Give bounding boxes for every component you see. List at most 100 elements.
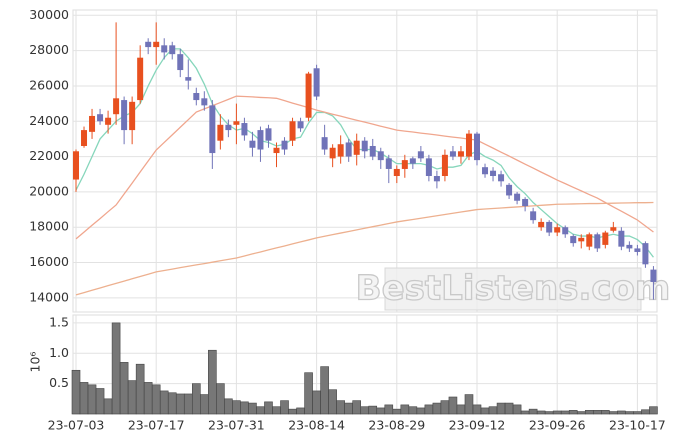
volume-bar <box>175 393 185 415</box>
volume-bar <box>376 407 386 415</box>
candle-body <box>377 151 384 161</box>
candle-body <box>217 124 224 141</box>
y-tick-label: 20000 <box>29 183 69 198</box>
volume-bar <box>552 410 562 415</box>
candle-body <box>594 234 601 249</box>
volume-bar <box>232 400 241 415</box>
candle-body <box>329 147 336 159</box>
volume-bar <box>208 349 217 415</box>
candle-body <box>249 140 256 148</box>
y-tick-label: 18000 <box>29 219 69 234</box>
candle-body <box>441 154 448 177</box>
candle-body <box>474 133 480 161</box>
candle-body <box>193 93 200 101</box>
candle-body <box>578 237 585 242</box>
candle-body <box>570 236 577 244</box>
volume-bar <box>264 401 273 415</box>
y-tick-label: 1.0 <box>49 345 69 360</box>
x-tick-label: 23-07-03 <box>48 418 105 433</box>
volume-bar <box>424 404 434 415</box>
y-tick-label: 0.5 <box>49 375 69 390</box>
candle-body <box>482 167 489 175</box>
candle-body <box>562 227 569 235</box>
x-tick-label: 23-08-29 <box>368 418 425 433</box>
candle-body <box>642 243 649 265</box>
x-tick-label: 23-10-17 <box>609 418 666 433</box>
volume-bar <box>576 411 586 415</box>
y-tick-label: 1.5 <box>49 314 69 329</box>
candle-body <box>113 98 120 115</box>
candle-body <box>401 160 408 169</box>
volume-bar <box>296 407 305 415</box>
candle-body <box>89 115 96 132</box>
volume-bar <box>504 402 514 415</box>
volume-bar <box>344 402 353 415</box>
candle-body <box>97 114 104 122</box>
candle-body <box>602 232 609 245</box>
y-tick-label: 26000 <box>29 77 69 92</box>
candle-body <box>506 184 513 196</box>
volume-bar <box>159 390 169 415</box>
volume-bar <box>119 362 129 415</box>
volume-bar <box>151 384 161 415</box>
volume-bar <box>520 410 530 415</box>
volume-bar <box>584 410 594 415</box>
candle-body <box>201 98 208 106</box>
volume-bar <box>496 402 506 415</box>
candle-body <box>634 248 641 252</box>
candle-body <box>385 158 392 169</box>
candle-body <box>265 128 272 141</box>
volume-bar <box>336 400 345 415</box>
volume-bar <box>256 406 265 415</box>
volume-bar <box>649 406 658 415</box>
candle-body <box>121 100 128 131</box>
candle-body <box>490 170 497 177</box>
volume-bar <box>633 411 642 415</box>
x-tick-label: 23-09-26 <box>529 418 586 433</box>
candle-body <box>241 123 248 136</box>
candle-body <box>305 73 312 118</box>
volume-bar <box>87 384 97 415</box>
volume-bar <box>352 400 362 415</box>
candle-body <box>433 176 440 182</box>
watermark: BestListens.com <box>356 269 671 309</box>
candle-body <box>313 68 320 97</box>
volume-bar <box>143 382 153 415</box>
volume-bar <box>448 396 458 415</box>
candle-body <box>169 45 176 55</box>
candle-body <box>145 41 152 48</box>
volume-bar <box>641 409 650 415</box>
candle-body <box>281 140 288 150</box>
volume-bar <box>536 410 546 415</box>
y-tick-label: 22000 <box>29 148 69 163</box>
candle-body <box>465 133 472 157</box>
candle-body <box>626 244 633 249</box>
watermark-box <box>384 267 642 311</box>
candle-body <box>522 198 529 207</box>
volume-bar <box>592 410 602 415</box>
candle-body <box>449 151 456 157</box>
volume-bar <box>280 400 289 415</box>
volume-bar <box>617 410 626 415</box>
volume-bar <box>79 382 89 415</box>
volume-bar <box>400 404 410 415</box>
x-tick-label: 23-08-14 <box>288 418 345 433</box>
y-tick-label: 16000 <box>29 254 69 269</box>
candle-body <box>393 168 400 177</box>
volume-bar <box>472 404 482 415</box>
volume-bar <box>103 398 113 415</box>
volume-bar <box>224 398 233 415</box>
candle-body <box>297 121 304 129</box>
candle-body <box>73 151 79 180</box>
volume-bar <box>416 407 426 415</box>
y-tick-label: 28000 <box>29 42 69 57</box>
volume-bar <box>456 404 466 415</box>
volume-bar <box>568 410 578 415</box>
candle-body <box>321 137 328 150</box>
candle-body <box>273 147 280 154</box>
candle-body <box>289 121 296 141</box>
volume-bar <box>240 401 249 415</box>
candle-body <box>618 230 625 247</box>
